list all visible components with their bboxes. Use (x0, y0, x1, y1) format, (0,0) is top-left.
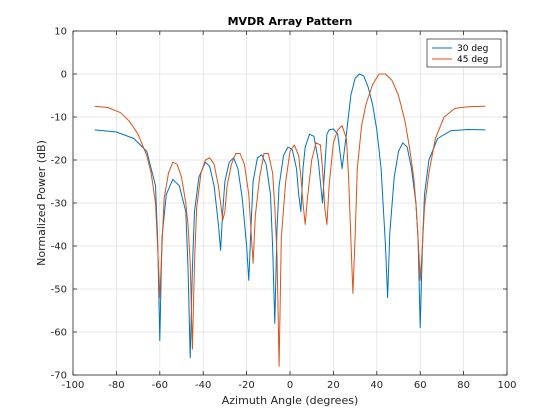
chart-title: MVDR Array Pattern (228, 15, 353, 28)
legend-entry: 30 deg (457, 44, 488, 54)
y-tick-label: -50 (51, 285, 67, 296)
y-tick-label: -40 (51, 242, 67, 253)
ticks: -100 -80 -60 -40 -20 0 20 40 60 80 100-70-60-50-40… (51, 27, 517, 392)
x-tick-label: 80 (457, 380, 470, 391)
series-line-45-deg (94, 73, 486, 367)
y-tick-label: -20 (51, 156, 67, 167)
series-group (94, 73, 486, 367)
legend-entry: 45 deg (457, 55, 488, 65)
x-tick-label: -80 (108, 380, 124, 391)
x-tick-label: 60 (414, 380, 427, 391)
y-axis-label: Normalized Power (dB) (35, 140, 48, 266)
x-tick-label: -60 (152, 380, 168, 391)
x-tick-label: -20 (238, 380, 254, 391)
y-tick-label: 0 (61, 70, 67, 81)
x-tick-label: -100 (62, 380, 85, 391)
x-tick-label: 100 (497, 380, 516, 391)
x-axis-label: Azimuth Angle (degrees) (222, 394, 359, 407)
x-tick-label: 0 (287, 380, 293, 391)
y-tick-label: -10 (51, 113, 67, 124)
series-line-30-deg (94, 73, 486, 359)
x-tick-label: 40 (370, 380, 383, 391)
legend-box (426, 38, 502, 68)
y-tick-label: -60 (51, 328, 67, 339)
y-tick-label: 10 (54, 27, 67, 38)
x-tick-label: -40 (195, 380, 211, 391)
x-tick-label: 20 (327, 380, 340, 391)
y-tick-label: -30 (51, 199, 67, 210)
y-tick-label: -70 (51, 371, 67, 382)
